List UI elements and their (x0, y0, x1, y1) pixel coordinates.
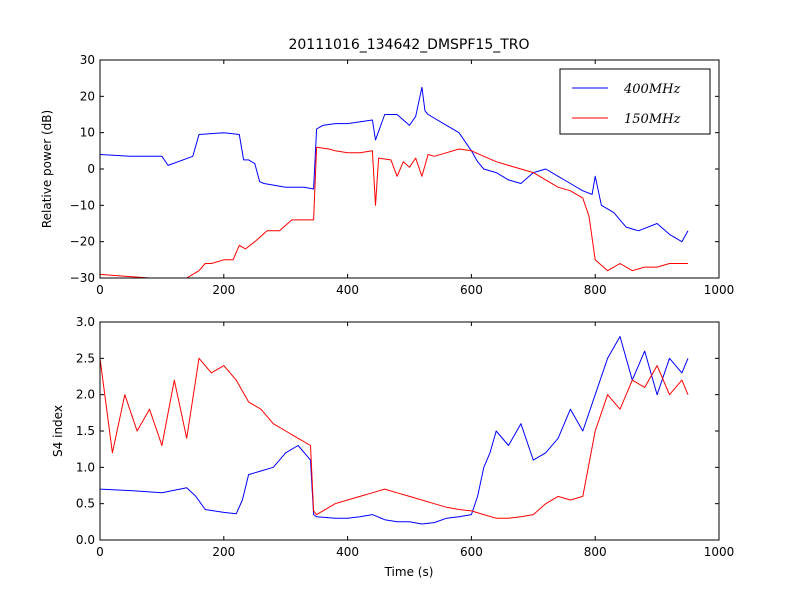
s4-series-150mhz (100, 357, 689, 519)
legend: 400MHz 150MHz (559, 68, 711, 135)
power-xtick-label: 400 (336, 283, 359, 297)
power-ytick-label: 0 (87, 162, 95, 176)
chart-title: 20111016_134642_DMSPF15_TRO (288, 37, 529, 53)
power-xtick-label: 1000 (704, 283, 735, 297)
power-ytick-label: −30 (70, 271, 95, 285)
time-xlabel: Time (s) (384, 565, 434, 579)
power-ytick-label: −10 (70, 198, 95, 212)
power-xtick-label: 0 (96, 283, 104, 297)
s4-ytick-label: 1.5 (76, 424, 95, 438)
power-ytick-label: 20 (80, 89, 95, 103)
s4-ytick-label: 0.5 (76, 497, 95, 511)
s4-xtick-label: 0 (96, 545, 104, 559)
s4-ytick-label: 1.0 (76, 460, 95, 474)
power-axes: 0 200 400 600 800 1000 −30 −20 −10 0 10 20 30 (70, 53, 735, 297)
s4-ytick-label: 2.0 (76, 388, 95, 402)
power-ytick-label: −20 (70, 235, 95, 249)
power-ytick-label: 30 (80, 53, 95, 67)
power-xtick-label: 200 (212, 283, 235, 297)
s4-axes: 0 200 400 600 800 1000 0.0 0.5 1.0 1.5 2.0 2.5 3.0 (76, 315, 734, 559)
legend-label-400mhz: 400MHz (623, 82, 680, 97)
s4-ytick-label: 0.0 (76, 533, 95, 547)
s4-ytick-label: 2.5 (76, 351, 95, 365)
s4-ylabel: S4 index (51, 405, 65, 457)
s4-xtick-label: 600 (460, 545, 483, 559)
power-xtick-label: 800 (584, 283, 607, 297)
power-series-400mhz (100, 86, 689, 243)
s4-xtick-label: 400 (336, 545, 359, 559)
s4-ytick-label: 3.0 (76, 315, 95, 329)
power-ytick-label: 10 (80, 126, 95, 140)
power-xtick-label: 600 (460, 283, 483, 297)
s4-series-400mhz (100, 336, 689, 525)
power-ylabel: Relative power (dB) (40, 110, 54, 228)
legend-label-150mhz: 150MHz (624, 112, 680, 127)
s4-xtick-label: 800 (584, 545, 607, 559)
s4-xtick-label: 200 (212, 545, 235, 559)
power-series-150mhz (100, 146, 688, 278)
legend-box (559, 68, 711, 135)
s4-xtick-label: 1000 (704, 545, 735, 559)
